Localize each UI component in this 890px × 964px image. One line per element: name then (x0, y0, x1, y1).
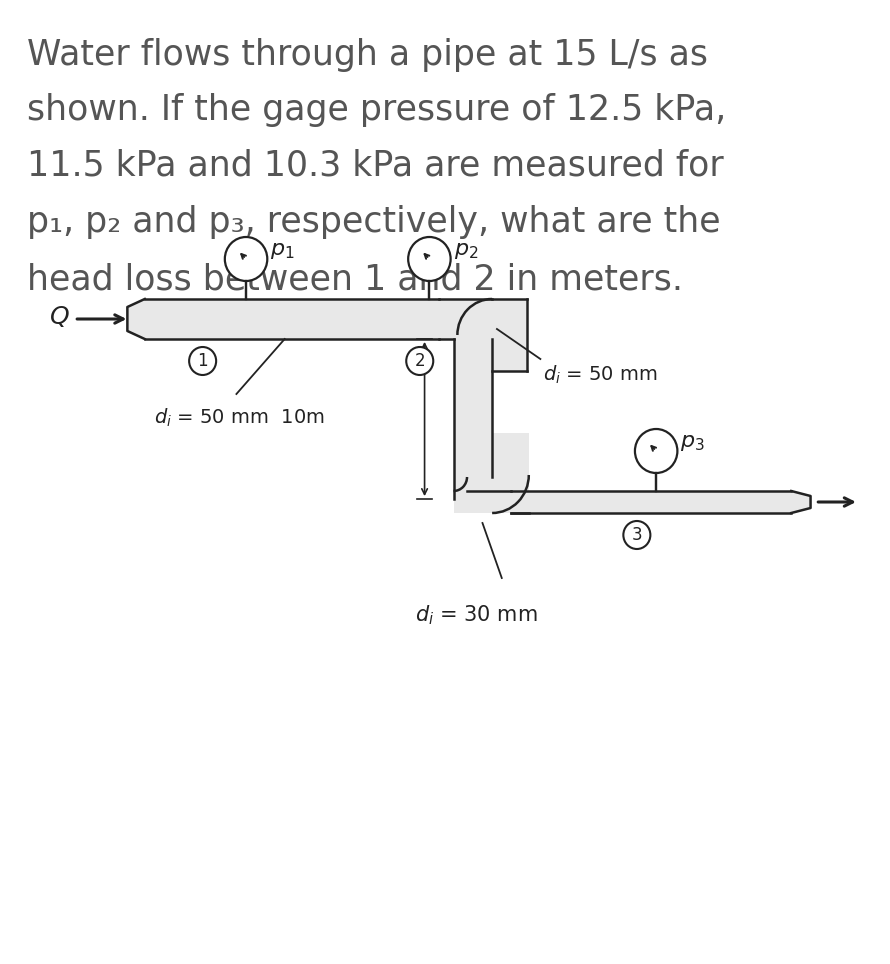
Bar (454, 319, 492, 499)
Polygon shape (127, 299, 145, 339)
Polygon shape (791, 491, 811, 513)
Circle shape (225, 237, 267, 281)
Bar (439, 299, 492, 339)
Text: $d_i$ = 50 mm: $d_i$ = 50 mm (543, 364, 658, 387)
Text: $p_2$: $p_2$ (454, 241, 478, 261)
Circle shape (623, 521, 651, 549)
Text: $d_i$ = 50 mm  10m: $d_i$ = 50 mm 10m (154, 407, 326, 429)
Text: 1: 1 (198, 352, 208, 370)
Bar (145, 299, 439, 339)
Text: p₁, p₂ and p₃, respectively, what are the: p₁, p₂ and p₃, respectively, what are th… (27, 205, 721, 239)
Text: $p_1$: $p_1$ (271, 241, 295, 261)
Circle shape (406, 347, 433, 375)
Text: $p_3$: $p_3$ (680, 433, 705, 453)
Bar (512, 491, 791, 513)
Text: Water flows through a pipe at 15 L/s as: Water flows through a pipe at 15 L/s as (27, 38, 708, 72)
Circle shape (190, 347, 216, 375)
Text: 2: 2 (415, 352, 425, 370)
Text: 11.5 kPa and 10.3 kPa are measured for: 11.5 kPa and 10.3 kPa are measured for (27, 148, 724, 182)
Circle shape (635, 429, 677, 473)
Text: shown. If the gage pressure of 12.5 kPa,: shown. If the gage pressure of 12.5 kPa, (27, 93, 726, 127)
Text: $d_i$ = 30 mm: $d_i$ = 30 mm (415, 603, 538, 627)
Text: head loss between 1 and 2 in meters.: head loss between 1 and 2 in meters. (27, 262, 683, 296)
Text: 3: 3 (632, 526, 643, 544)
Bar (492, 299, 527, 371)
Bar (454, 433, 529, 513)
Text: Q: Q (50, 305, 69, 329)
Circle shape (409, 237, 450, 281)
Bar (454, 299, 492, 339)
